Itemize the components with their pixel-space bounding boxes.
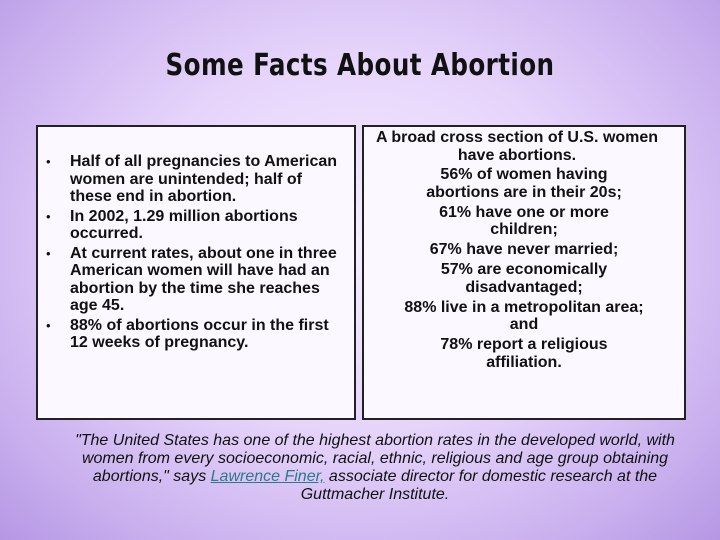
bullet-list: Half of all pregnancies to American wome…	[38, 153, 338, 354]
bullet-item: At current rates, about one in three Ame…	[38, 245, 338, 315]
stats-text: A broad cross section of U.S. women have…	[364, 129, 684, 374]
stats-intro: A broad cross section of U.S. women have…	[375, 129, 659, 164]
quote-text: "The United States has one of the highes…	[75, 432, 675, 485]
stat-item: 88% live in a metropolitan area; and	[404, 298, 644, 334]
stat-item: 61% have one or more children;	[439, 203, 609, 239]
stat-item: 57% are economically disadvantaged;	[440, 261, 608, 296]
quote-link[interactable]: Lawrence Finer,	[210, 468, 325, 485]
stat-item: 78% report a religious affiliation.	[440, 336, 608, 371]
slide-title: Some Facts About Abortion	[165, 48, 555, 83]
stat-item: 67% have never married;	[429, 241, 619, 258]
bullet-item: 88% of abortions occur in the first 12 w…	[38, 317, 338, 352]
bullet-item: Half of all pregnancies to American wome…	[38, 153, 338, 206]
right-box: A broad cross section of U.S. women have…	[362, 125, 686, 420]
left-box: Half of all pregnancies to American wome…	[36, 125, 356, 420]
quote-text: associate director for domestic research…	[300, 468, 658, 503]
quote: "The United States has one of the highes…	[58, 432, 692, 504]
bullet-item: In 2002, 1.29 million abortions occurred…	[38, 208, 338, 243]
stat-item: 56% of women having abortions are in the…	[426, 166, 622, 201]
